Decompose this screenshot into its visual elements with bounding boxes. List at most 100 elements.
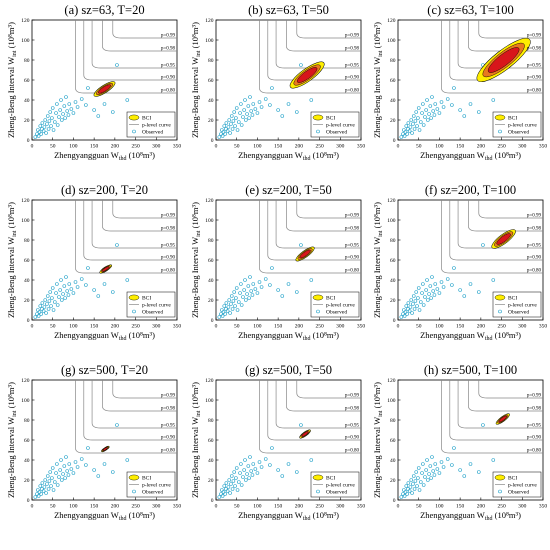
observed-point (40, 481, 45, 485)
x-tick-label: 50 (234, 144, 240, 150)
y-tick-label: 0 (393, 138, 396, 144)
observed-point (263, 457, 268, 461)
p-level-label: p=0.80 (345, 269, 360, 274)
legend-observed-label: Observed (142, 490, 163, 496)
observed-point (241, 115, 245, 119)
observed-point (55, 483, 60, 487)
legend-bci-swatch (128, 474, 140, 481)
observed-point (228, 131, 232, 135)
observed-point (242, 468, 246, 472)
legend-bci-label: BCI (508, 476, 517, 482)
observed-point (61, 472, 65, 476)
y-tick-label: 40 (208, 458, 214, 464)
observed-point (52, 480, 57, 484)
y-tick-label: 60 (24, 438, 30, 444)
observed-point (417, 308, 422, 312)
y-tick-label: 60 (24, 258, 30, 264)
observed-point (229, 294, 234, 298)
legend-curve-label: p-level curve (326, 483, 355, 489)
observed-point (75, 285, 80, 289)
observed-point (299, 423, 303, 427)
p-level-label: p=0.95 (527, 424, 542, 429)
observed-point (73, 280, 78, 284)
legend-observed-swatch (498, 129, 502, 134)
p-level-label: p=0.95 (527, 64, 542, 69)
y-tick-label: 20 (390, 118, 396, 124)
observed-point (86, 446, 90, 450)
observed-point (432, 473, 437, 477)
chart-panel: (c) sz=63, T=100 p=0.99 p=0.98 p=0.95 p=0.90… (372, 3, 547, 162)
p-level-label: p=0.99 (345, 34, 360, 39)
observed-point (67, 282, 72, 286)
observed-point (418, 120, 423, 124)
p-level-label: p=0.80 (345, 449, 360, 454)
x-tick-label: 350 (357, 504, 366, 510)
y-tick-label: 0 (211, 498, 214, 504)
p-level-curve (286, 380, 361, 412)
chart-panel: (e) sz=200, T=50 p=0.99 p=0.98 p=0.95 p=0.90… (190, 183, 365, 342)
observed-point (429, 296, 433, 300)
observed-point (232, 470, 237, 474)
x-tick-label: 250 (315, 324, 324, 330)
observed-point (402, 494, 407, 498)
observed-point (263, 277, 268, 281)
observed-point (241, 295, 245, 299)
observed-point (246, 464, 251, 468)
observed-point (426, 478, 430, 482)
p-level-curve (83, 380, 177, 441)
legend-observed-label: Observed (326, 310, 347, 316)
y-axis-label: Zheng-Beng Interval Wint (10⁸m³) (372, 202, 384, 318)
observed-point (468, 102, 473, 106)
p-level-curve (91, 20, 177, 69)
observed-point (230, 127, 235, 131)
observed-point (234, 296, 238, 300)
x-tick-label: 200 (477, 144, 486, 150)
observed-point (43, 118, 48, 122)
observed-point (55, 462, 59, 466)
observed-point (415, 484, 419, 488)
y-tick-label: 80 (24, 418, 30, 424)
observed-point (62, 464, 67, 468)
p-level-curve (91, 380, 177, 429)
x-tick-label: 0 (31, 144, 34, 150)
observed-point (411, 114, 416, 118)
observed-point (402, 134, 407, 138)
observed-point (437, 291, 442, 295)
observed-point (432, 293, 437, 297)
observed-point (96, 114, 101, 118)
observed-point (50, 106, 55, 110)
observed-point (421, 102, 425, 106)
observed-point (55, 282, 59, 286)
observed-point (270, 266, 274, 270)
p-level-curve (75, 20, 177, 94)
observed-point (84, 103, 88, 107)
observed-point (433, 462, 438, 466)
legend-bci-label: BCI (508, 296, 517, 302)
observed-point (239, 102, 243, 106)
observed-point (403, 490, 408, 494)
y-tick-label: 20 (24, 298, 30, 304)
x-tick-label: 300 (152, 504, 161, 510)
y-tick-label: 60 (24, 78, 30, 84)
observed-point (64, 275, 68, 279)
p-level-curve (75, 200, 177, 274)
panel-title: (d) sz=200, T=20 (61, 183, 148, 197)
observed-point (234, 106, 239, 110)
panel-title: (g) sz=500, T=20 (61, 363, 148, 377)
p-level-curve (267, 380, 361, 441)
observed-point (412, 307, 417, 311)
observed-point (249, 109, 254, 113)
observed-point (238, 291, 242, 295)
observed-point (110, 290, 115, 294)
y-axis-label: Zheng-Beng Interval Wint (10⁸m³) (190, 202, 202, 318)
observed-point (229, 302, 233, 306)
observed-point (280, 474, 285, 478)
x-tick-label: 200 (295, 324, 304, 330)
observed-point (102, 102, 107, 106)
observed-point (57, 475, 61, 479)
observed-point (236, 480, 241, 484)
observed-point (220, 134, 225, 138)
observed-point (46, 127, 51, 131)
p-level-curve (296, 380, 361, 399)
